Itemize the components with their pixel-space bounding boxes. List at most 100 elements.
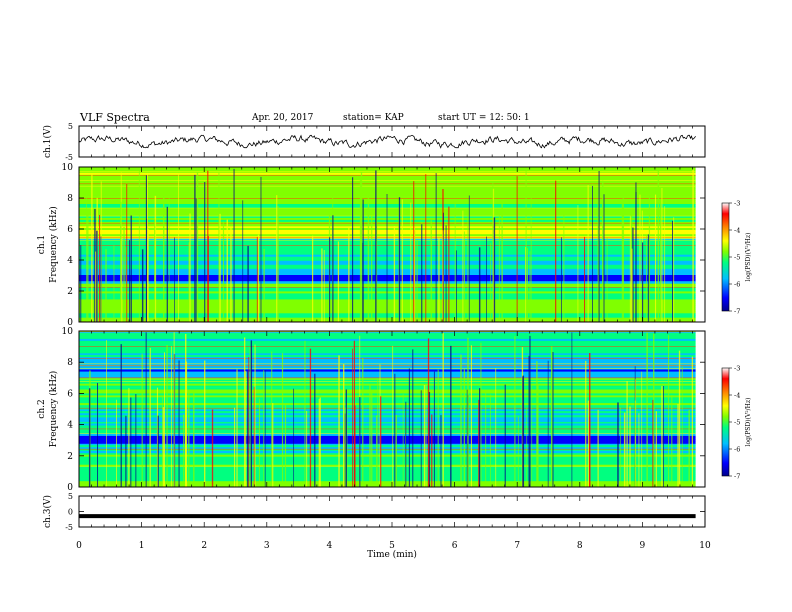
ch1-spec-ytick-label: 2 (67, 287, 73, 297)
ch2-spec-band (79, 405, 696, 408)
ch2-spec-band (79, 439, 696, 442)
ch2-spec-ytick-label: 6 (67, 389, 73, 399)
time-tick-label: 1 (139, 541, 145, 551)
ch1-spec-colorbar-tick-label: -4 (734, 227, 740, 235)
ch2-spec-band (79, 387, 696, 390)
ch2-spec-band (79, 417, 696, 420)
ch3-ytick-label: -5 (65, 523, 73, 532)
ch1-spec-band (79, 184, 696, 187)
ch2-spec-band (79, 472, 696, 476)
ch2-spec-band (79, 383, 696, 386)
start-time-label: start UT = 12: 50: 1 (438, 113, 530, 123)
ch2-spec-band (79, 456, 696, 460)
ch2-spec-band (79, 331, 696, 334)
ch1-trace (78, 134, 696, 149)
time-axis-label: Time (min) (367, 549, 417, 560)
ch2-spec-colorbar-tick-label: -7 (734, 473, 740, 481)
ch2-spec-band (79, 373, 696, 377)
ch2-spec-band (79, 476, 696, 480)
ch2-spec-band (79, 431, 696, 434)
ch2-spec-colorbar-tick-label: -4 (734, 392, 740, 400)
ch1-spec-ylabel-channel: ch.1 (37, 235, 47, 254)
ch2-spec-band (79, 397, 696, 400)
ch2-spec-colorbar-label: log(PSD)(V²/Hz) (745, 398, 752, 447)
time-tick-label: 8 (577, 541, 583, 551)
ch2-spec-colorbar-bar (721, 367, 730, 477)
ch2-spec-band (79, 375, 696, 379)
ch2-spec-band (79, 401, 696, 404)
station-label: station= KAP (343, 113, 404, 123)
ch2-spec-band (79, 468, 696, 472)
ch2-spec-band (79, 409, 696, 412)
ch2-spec-band (79, 403, 696, 406)
ch3-ylabel: ch.3(V) (42, 495, 53, 528)
ch2-spec-colorbar-tick-label: -5 (734, 419, 740, 427)
ch2-spec-band (79, 458, 696, 462)
ch1-spec-colorbar-tick-label: -3 (734, 200, 740, 208)
ch2-spec-band (79, 333, 696, 336)
ch2-spec-band (79, 464, 696, 468)
ch1-spec-band (79, 188, 696, 191)
ch1-spec-colorbar-label: log(PSD)(V²/Hz) (745, 233, 752, 282)
ch2-spec-band (79, 450, 696, 454)
ch2-spec-band (79, 363, 696, 366)
time-tick-label: 2 (201, 541, 207, 551)
time-tick-label: 10 (699, 541, 711, 551)
ch2-spectrogram-panel: 0 2 4 6 8 10 ch.2 Frequency (kHz) (37, 327, 706, 493)
ch2-spec-band (79, 346, 696, 350)
ch2-spec-band (79, 447, 696, 450)
ch1-spec-band (79, 172, 696, 176)
ch2-spec-band (79, 441, 696, 444)
ch2-spec-band (79, 350, 696, 354)
ch2-spec-band (79, 359, 696, 362)
ch2-spec-band (79, 452, 696, 456)
ch3-ytick-label: 5 (68, 492, 73, 501)
time-axis: 0 1 2 3 4 5 6 7 8 9 10 Time (min) (76, 541, 711, 560)
ch2-spec-band (79, 335, 696, 338)
ch2-spec-ylabel-frequency: Frequency (kHz) (48, 371, 59, 448)
ch1-spec-ytick-label: 8 (67, 194, 73, 204)
ch2-spec-band (79, 361, 696, 364)
ch1-spec-ylabel-frequency: Frequency (kHz) (48, 206, 59, 283)
ch2-spec-band (79, 419, 696, 422)
ch1-spectrogram-panel: 0 2 4 6 8 10 ch.1 Frequency (kHz) (37, 163, 706, 328)
ch2-spec-band (79, 369, 696, 372)
ch2-spec-ytick-label: 8 (67, 358, 73, 368)
ch1-waveform-panel: 5 -5 ch.1(V) (42, 122, 706, 162)
ch2-spec-band (79, 437, 696, 440)
ch1-ytick-label: 5 (68, 122, 73, 131)
ch2-spec-band (79, 478, 696, 482)
ch2-spec-band (79, 377, 696, 381)
ch2-spec-ytick-label: 2 (67, 452, 73, 462)
date-label: Apr. 20, 2017 (252, 113, 314, 123)
ch2-spec-colorbar-tick-label: -3 (734, 365, 740, 373)
ch2-spec-band (79, 354, 696, 358)
ch2-spec-band (79, 480, 696, 484)
time-tick-label: 3 (264, 541, 270, 551)
ch3-ytick-label: 0 (68, 508, 73, 517)
ch2-spec-band (79, 443, 696, 446)
ch2-spec-band (79, 393, 696, 396)
ch2-spec-band (79, 385, 696, 388)
ch1-spec-colorbar-bar (721, 202, 730, 312)
ch2-spec-band (79, 460, 696, 464)
ch2-spec-band (79, 421, 696, 424)
ch1-spec-band (79, 170, 696, 174)
ch1-spec-band (79, 176, 696, 179)
ch1-spec-colorbar-tick-label: -6 (734, 281, 740, 289)
ch2-spec-band (79, 433, 696, 436)
ch2-spec-band (79, 474, 696, 478)
ch1-spec-band (79, 168, 696, 172)
ch1-spec-ytick-label: 6 (67, 225, 73, 235)
ch2-spec-band (79, 466, 696, 470)
ch2-spec-colorbar-tick-label: -6 (734, 446, 740, 454)
ch2-spec-ytick-label: 4 (67, 421, 73, 431)
ch2-spec-band (79, 462, 696, 466)
ch2-spec-band (79, 342, 696, 346)
ch2-spec-band (79, 429, 696, 432)
time-tick-label: 7 (514, 541, 520, 551)
ch2-spec-band (79, 415, 696, 418)
ch1-spec-band (79, 180, 696, 183)
ch2-spec-band (79, 425, 696, 428)
ch1-spec-band (79, 186, 696, 189)
